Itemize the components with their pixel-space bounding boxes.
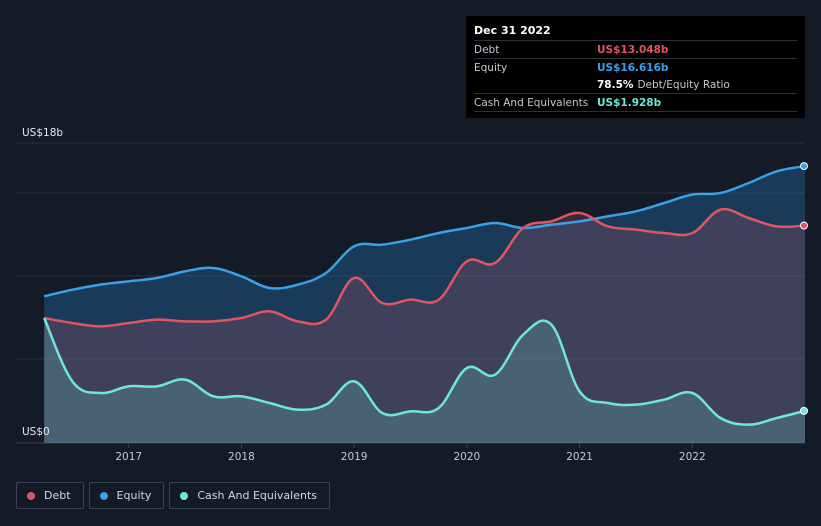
- tooltip-date: Dec 31 2022: [474, 24, 551, 37]
- tooltip-value-cash: US$1.928b: [597, 96, 662, 109]
- end-marker-debt[interactable]: [800, 221, 808, 230]
- tooltip-row-cash: Cash And Equivalents US$1.928b: [474, 93, 797, 112]
- tooltip-value-debt: US$13.048b: [597, 43, 669, 56]
- line-equity: [43, 164, 806, 298]
- tooltip-label-cash: Cash And Equivalents: [474, 96, 589, 109]
- series-end-markers: [800, 162, 808, 415]
- legend-item-debt[interactable]: Debt: [16, 482, 84, 509]
- legend-item-equity[interactable]: Equity: [88, 482, 165, 509]
- tooltip-value-ratio: 78.5%: [597, 78, 634, 91]
- line-debt: [43, 207, 806, 328]
- tooltip-row-debt: Debt US$13.048b: [474, 40, 797, 58]
- end-marker-cash-and-equivalents[interactable]: [800, 406, 808, 415]
- area-cash-and-equivalents: [44, 318, 805, 443]
- tooltip-label-debt: Debt: [474, 43, 500, 56]
- grid: [16, 142, 805, 444]
- areas: [44, 166, 805, 444]
- area-debt: [44, 209, 805, 443]
- legend-label-equity: Equity: [116, 489, 152, 502]
- tooltip-row-ratio: 78.5% Debt/Equity Ratio: [474, 76, 797, 93]
- x-tick-label: 2022: [679, 451, 706, 463]
- x-tick-label: 2018: [228, 451, 255, 463]
- end-marker-equity[interactable]: [800, 162, 808, 171]
- x-tick-label: 2017: [115, 451, 142, 463]
- y-axis-top-label: US$18b: [22, 127, 63, 139]
- legend-item-cash[interactable]: Cash And Equivalents: [169, 482, 330, 509]
- area-equity: [44, 166, 805, 444]
- legend: Debt Equity Cash And Equivalents: [16, 482, 330, 509]
- x-tick-label: 2019: [341, 451, 368, 463]
- line-cash-and-equivalents: [43, 317, 806, 426]
- tooltip-value-equity: US$16.616b: [597, 61, 669, 74]
- legend-dot-icon: [27, 491, 35, 500]
- tooltip-label-equity: Equity: [474, 61, 508, 74]
- tooltip-row-equity: Equity US$16.616b: [474, 58, 797, 76]
- x-tick-label: 2021: [566, 451, 593, 463]
- legend-dot-icon: [180, 491, 189, 500]
- x-axis-ticks: 2017 2018 2019 2020 2021 2022: [115, 443, 706, 463]
- series-lines: [43, 164, 806, 426]
- legend-label-debt: Debt: [44, 489, 71, 502]
- legend-label-cash: Cash And Equivalents: [197, 489, 317, 502]
- y-axis-bottom-label: US$0: [22, 426, 50, 438]
- legend-dot-icon: [99, 491, 108, 500]
- data-tooltip: Dec 31 2022 Debt US$13.048b Equity US$16…: [466, 16, 805, 118]
- tooltip-ratio-caption: Debt/Equity Ratio: [637, 78, 730, 91]
- x-tick-label: 2020: [453, 451, 480, 463]
